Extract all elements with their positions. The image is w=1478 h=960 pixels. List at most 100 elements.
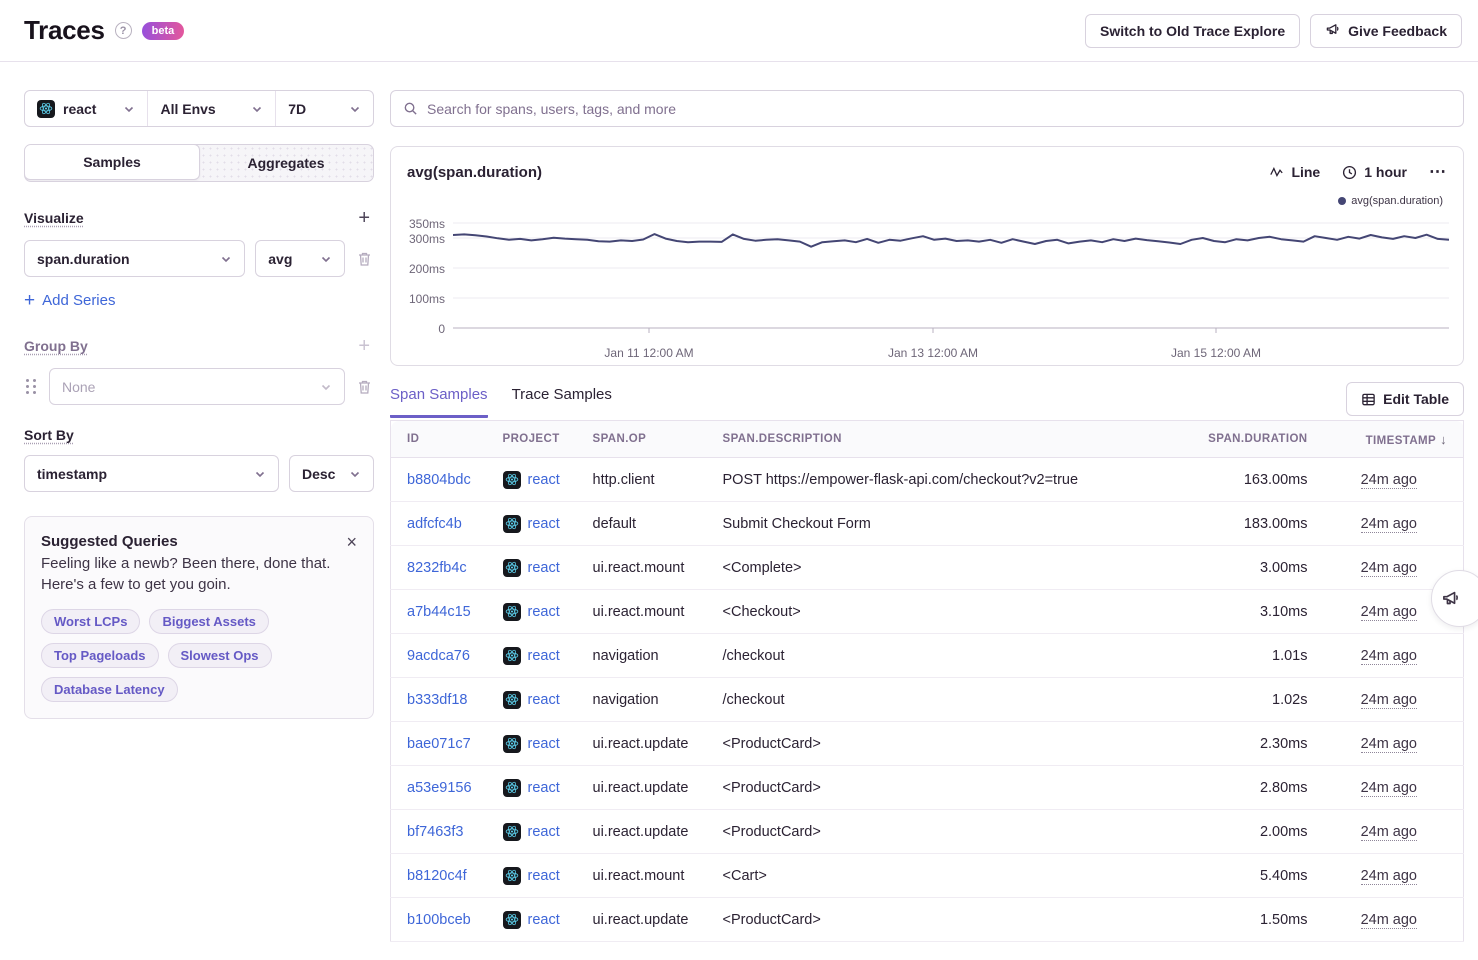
- column-header-timestamp[interactable]: TIMESTAMP↓: [1332, 421, 1464, 458]
- tab-span-samples[interactable]: Span Samples: [390, 386, 488, 418]
- timestamp-link[interactable]: 24m ago: [1361, 868, 1417, 885]
- span-id-link[interactable]: 9acdca76: [407, 648, 470, 664]
- chart-more-options-button[interactable]: ⋯: [1429, 162, 1447, 182]
- chart-type-label: Line: [1291, 164, 1320, 180]
- chevron-down-icon: [220, 253, 232, 265]
- suggested-queries-panel: Suggested Queries × Feeling like a newb?…: [24, 516, 374, 719]
- visualize-field-value: span.duration: [37, 251, 130, 267]
- span-id-link[interactable]: adfcfc4b: [407, 516, 462, 532]
- project-link[interactable]: react: [528, 912, 560, 928]
- timestamp-link[interactable]: 24m ago: [1361, 604, 1417, 621]
- project-link[interactable]: react: [528, 692, 560, 708]
- timestamp-link[interactable]: 24m ago: [1361, 780, 1417, 797]
- visualize-field-select[interactable]: span.duration: [24, 240, 245, 277]
- tab-samples[interactable]: Samples: [24, 144, 200, 180]
- project-link[interactable]: react: [528, 648, 560, 664]
- search-input[interactable]: [427, 101, 1451, 117]
- chart-canvas[interactable]: [453, 216, 1449, 335]
- delete-series-button[interactable]: [355, 249, 374, 269]
- delete-group-by-button[interactable]: [355, 377, 374, 397]
- span-id-link[interactable]: a53e9156: [407, 780, 472, 796]
- tab-aggregates[interactable]: Aggregates: [199, 145, 373, 181]
- column-header-span-description[interactable]: SPAN.DESCRIPTION: [715, 421, 1147, 458]
- date-range-selector[interactable]: 7D: [275, 91, 373, 126]
- chart-legend[interactable]: avg(span.duration): [1338, 195, 1443, 207]
- span-duration-cell: 3.10ms: [1147, 590, 1332, 634]
- sort-field-select[interactable]: timestamp: [24, 455, 279, 492]
- chart-plot-area[interactable]: 350ms300ms200ms100ms0Jan 11 12:00 AMJan …: [453, 216, 1449, 329]
- column-header-span-op[interactable]: SPAN.OP: [585, 421, 715, 458]
- results-tabs: Span Samples Trace Samples: [390, 386, 612, 418]
- timestamp-link[interactable]: 24m ago: [1361, 472, 1417, 489]
- span-id-link[interactable]: bae071c7: [407, 736, 471, 752]
- table-header-row: IDPROJECTSPAN.OPSPAN.DESCRIPTIONSPAN.DUR…: [391, 421, 1464, 458]
- suggested-query-pill[interactable]: Worst LCPs: [41, 609, 140, 634]
- sort-direction-value: Desc: [302, 466, 335, 482]
- react-atom-icon: [505, 869, 519, 882]
- timestamp-link[interactable]: 24m ago: [1361, 736, 1417, 753]
- span-id-link[interactable]: bf7463f3: [407, 824, 463, 840]
- suggested-query-pill[interactable]: Biggest Assets: [149, 609, 268, 634]
- span-id-link[interactable]: b333df18: [407, 692, 467, 708]
- timestamp-link[interactable]: 24m ago: [1361, 648, 1417, 665]
- project-link[interactable]: react: [528, 824, 560, 840]
- span-description-cell: POST https://empower-flask-api.com/check…: [715, 458, 1147, 502]
- environment-selector[interactable]: All Envs: [147, 91, 275, 126]
- search-bar[interactable]: [390, 90, 1464, 127]
- react-logo-icon: [503, 603, 521, 621]
- suggested-query-pill[interactable]: Database Latency: [41, 677, 178, 702]
- page-title: Traces: [24, 15, 105, 46]
- chart-type-button[interactable]: Line: [1269, 164, 1320, 180]
- edit-table-button[interactable]: Edit Table: [1346, 382, 1464, 416]
- title-group: Traces ? beta: [24, 15, 184, 46]
- switch-old-explore-button[interactable]: Switch to Old Trace Explore: [1085, 14, 1300, 48]
- span-duration-cell: 2.30ms: [1147, 722, 1332, 766]
- react-atom-icon: [505, 649, 519, 662]
- span-id-link[interactable]: 8232fb4c: [407, 560, 467, 576]
- project-selector[interactable]: react: [25, 91, 147, 126]
- project-link[interactable]: react: [528, 604, 560, 620]
- span-id-link[interactable]: b100bceb: [407, 912, 471, 928]
- span-id-link[interactable]: b8804bdc: [407, 472, 471, 488]
- project-link[interactable]: react: [528, 780, 560, 796]
- suggested-query-pill[interactable]: Top Pageloads: [41, 643, 159, 668]
- content-layout: react All Envs 7D Samples Aggregates: [0, 62, 1478, 942]
- timestamp-link[interactable]: 24m ago: [1361, 824, 1417, 841]
- span-duration-cell: 183.00ms: [1147, 502, 1332, 546]
- project-link[interactable]: react: [528, 516, 560, 532]
- timestamp-link[interactable]: 24m ago: [1361, 912, 1417, 929]
- drag-handle-icon[interactable]: [24, 377, 39, 397]
- project-link[interactable]: react: [528, 736, 560, 752]
- project-link[interactable]: react: [528, 560, 560, 576]
- group-by-select[interactable]: None: [49, 368, 345, 405]
- visualize-aggregate-select[interactable]: avg: [255, 240, 345, 277]
- timestamp-link[interactable]: 24m ago: [1361, 692, 1417, 709]
- span-description-cell: /checkout: [715, 678, 1147, 722]
- project-link[interactable]: react: [528, 472, 560, 488]
- topbar-actions: Switch to Old Trace Explore Give Feedbac…: [1085, 14, 1462, 48]
- close-icon[interactable]: ×: [346, 533, 357, 551]
- chevron-down-icon: [320, 381, 332, 393]
- sort-field-value: timestamp: [37, 466, 107, 482]
- give-feedback-button[interactable]: Give Feedback: [1310, 14, 1462, 48]
- span-id-link[interactable]: b8120c4f: [407, 868, 467, 884]
- span-duration-cell: 2.80ms: [1147, 766, 1332, 810]
- timestamp-link[interactable]: 24m ago: [1361, 560, 1417, 577]
- add-group-by-button[interactable]: +: [354, 336, 374, 356]
- column-header-project[interactable]: PROJECT: [495, 421, 585, 458]
- react-atom-icon: [39, 102, 53, 115]
- timestamp-link[interactable]: 24m ago: [1361, 516, 1417, 533]
- column-header-id[interactable]: ID: [391, 421, 495, 458]
- tab-trace-samples[interactable]: Trace Samples: [512, 386, 612, 418]
- span-id-link[interactable]: a7b44c15: [407, 604, 471, 620]
- suggested-query-pill[interactable]: Slowest Ops: [168, 643, 272, 668]
- column-header-span-duration[interactable]: SPAN.DURATION: [1147, 421, 1332, 458]
- help-icon[interactable]: ?: [115, 22, 132, 39]
- sort-direction-select[interactable]: Desc: [289, 455, 374, 492]
- add-visualize-button[interactable]: +: [354, 208, 374, 228]
- line-chart-icon: [1269, 165, 1284, 179]
- add-series-button[interactable]: + Add Series: [24, 291, 115, 310]
- chart-interval-label: 1 hour: [1364, 164, 1407, 180]
- chart-interval-button[interactable]: 1 hour: [1342, 164, 1407, 180]
- project-link[interactable]: react: [528, 868, 560, 884]
